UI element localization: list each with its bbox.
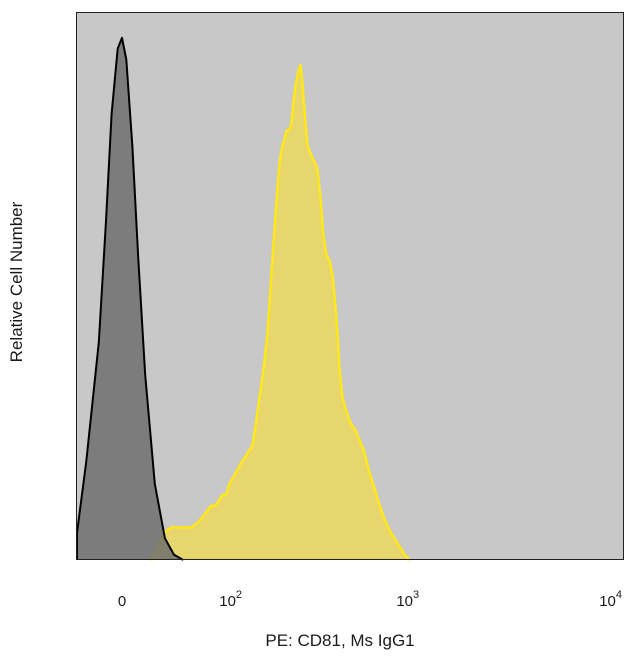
x-tick-label: 103 <box>396 589 419 610</box>
x-tick-label: 104 <box>599 589 622 610</box>
isotype-control-area <box>77 37 184 561</box>
plot-frame <box>76 12 624 560</box>
x-tick-labels: 0 102 103 104 <box>118 589 622 610</box>
x-axis-label: PE: CD81, Ms IgG1 <box>265 631 414 650</box>
series-layer <box>76 36 411 561</box>
x-tick-label: 102 <box>219 589 242 610</box>
y-axis-label: Relative Cell Number <box>7 201 26 362</box>
x-tick-label: 0 <box>118 593 126 610</box>
stained-sample-area <box>150 65 410 560</box>
stained-sample-outline <box>149 63 411 561</box>
isotype-control-outline <box>76 36 184 561</box>
